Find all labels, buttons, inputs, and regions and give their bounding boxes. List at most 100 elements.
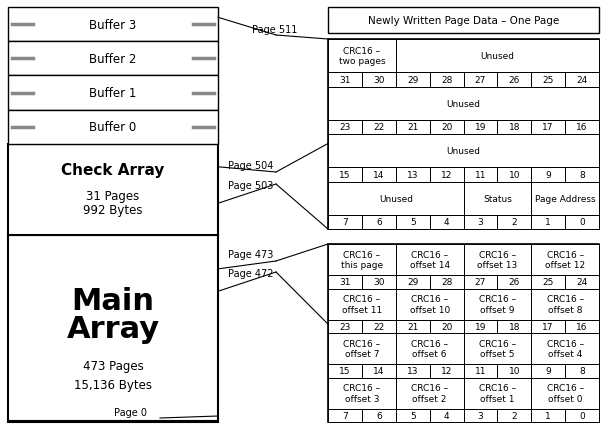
Bar bbox=[362, 364, 396, 378]
Text: 8: 8 bbox=[579, 366, 585, 375]
Bar bbox=[328, 73, 362, 87]
Bar bbox=[328, 289, 396, 320]
Text: CRC16 –
offset 0: CRC16 – offset 0 bbox=[546, 384, 584, 403]
Bar bbox=[531, 378, 599, 408]
Text: 1: 1 bbox=[545, 411, 551, 420]
Bar bbox=[464, 182, 531, 215]
Text: Buffer 0: Buffer 0 bbox=[89, 121, 137, 134]
Text: 27: 27 bbox=[475, 278, 486, 287]
Bar bbox=[497, 120, 531, 135]
Bar bbox=[8, 111, 218, 144]
Bar bbox=[497, 73, 531, 87]
Bar bbox=[531, 276, 565, 289]
Bar bbox=[396, 40, 599, 73]
Text: 6: 6 bbox=[376, 218, 382, 227]
Text: 2: 2 bbox=[512, 218, 517, 227]
Text: 12: 12 bbox=[441, 170, 452, 179]
Text: 992 Bytes: 992 Bytes bbox=[83, 204, 143, 217]
Bar bbox=[531, 120, 565, 135]
Text: 25: 25 bbox=[543, 278, 554, 287]
Text: CRC16 –
two pages: CRC16 – two pages bbox=[339, 47, 385, 66]
Text: 3: 3 bbox=[478, 218, 483, 227]
Bar bbox=[497, 320, 531, 333]
Text: Page Address: Page Address bbox=[535, 194, 595, 203]
Bar bbox=[328, 244, 396, 276]
Text: 11: 11 bbox=[475, 170, 486, 179]
Bar bbox=[328, 87, 599, 120]
Text: CRC16 –
offset 12: CRC16 – offset 12 bbox=[545, 250, 585, 270]
Text: CRC16 –
offset 10: CRC16 – offset 10 bbox=[410, 295, 450, 314]
Bar bbox=[464, 120, 497, 135]
Bar bbox=[464, 364, 497, 378]
Text: 14: 14 bbox=[373, 366, 384, 375]
Text: 19: 19 bbox=[475, 322, 486, 331]
Text: CRC16 –
offset 5: CRC16 – offset 5 bbox=[479, 339, 516, 359]
Text: Unused: Unused bbox=[379, 194, 413, 203]
Bar bbox=[362, 73, 396, 87]
Text: 20: 20 bbox=[441, 123, 452, 132]
Text: Unused: Unused bbox=[447, 147, 481, 156]
Bar bbox=[430, 73, 464, 87]
Text: Array: Array bbox=[66, 314, 160, 343]
Text: 29: 29 bbox=[407, 278, 418, 287]
Text: 18: 18 bbox=[509, 322, 520, 331]
Bar bbox=[464, 215, 497, 230]
Bar bbox=[464, 276, 497, 289]
Text: CRC16 –
offset 8: CRC16 – offset 8 bbox=[546, 295, 584, 314]
Bar bbox=[565, 408, 599, 422]
Bar bbox=[430, 408, 464, 422]
Bar bbox=[531, 168, 565, 182]
Bar bbox=[8, 236, 218, 422]
Bar bbox=[531, 289, 599, 320]
Text: 24: 24 bbox=[577, 76, 588, 85]
Text: 22: 22 bbox=[373, 322, 384, 331]
Bar bbox=[497, 364, 531, 378]
Bar bbox=[328, 378, 396, 408]
Text: 4: 4 bbox=[444, 411, 449, 420]
Bar bbox=[430, 120, 464, 135]
Text: CRC16 –
offset 1: CRC16 – offset 1 bbox=[479, 384, 516, 403]
Text: Unused: Unused bbox=[480, 52, 514, 61]
Bar bbox=[362, 215, 396, 230]
Text: Check Array: Check Array bbox=[61, 163, 164, 178]
Bar bbox=[328, 120, 362, 135]
Bar bbox=[328, 320, 362, 333]
Bar bbox=[464, 378, 531, 408]
Text: CRC16 –
offset 7: CRC16 – offset 7 bbox=[344, 339, 381, 359]
Text: 23: 23 bbox=[339, 123, 351, 132]
Text: 26: 26 bbox=[509, 278, 520, 287]
Bar bbox=[565, 168, 599, 182]
Text: 3: 3 bbox=[478, 411, 483, 420]
Bar bbox=[362, 320, 396, 333]
Bar bbox=[396, 289, 464, 320]
Text: 5: 5 bbox=[410, 218, 416, 227]
Bar bbox=[565, 120, 599, 135]
Bar bbox=[464, 408, 497, 422]
Bar bbox=[8, 8, 218, 42]
Text: Page 472: Page 472 bbox=[228, 268, 274, 278]
Text: 26: 26 bbox=[509, 76, 520, 85]
Text: 4: 4 bbox=[444, 218, 449, 227]
Text: 9: 9 bbox=[545, 170, 551, 179]
Bar bbox=[430, 364, 464, 378]
Bar bbox=[328, 244, 599, 422]
Bar bbox=[497, 215, 531, 230]
Bar bbox=[328, 364, 362, 378]
Bar bbox=[464, 73, 497, 87]
Bar bbox=[565, 73, 599, 87]
Bar bbox=[430, 215, 464, 230]
Bar bbox=[464, 289, 531, 320]
Bar bbox=[396, 168, 430, 182]
Text: 16: 16 bbox=[576, 123, 588, 132]
Text: Buffer 1: Buffer 1 bbox=[89, 87, 137, 100]
Text: Main: Main bbox=[72, 286, 155, 315]
Bar bbox=[328, 168, 362, 182]
Text: 5: 5 bbox=[410, 411, 416, 420]
Bar bbox=[396, 215, 430, 230]
Bar bbox=[464, 333, 531, 364]
Bar bbox=[328, 408, 362, 422]
Text: 10: 10 bbox=[509, 366, 520, 375]
Bar bbox=[328, 215, 362, 230]
Text: CRC16 –
offset 3: CRC16 – offset 3 bbox=[344, 384, 381, 403]
Text: CRC16 –
offset 13: CRC16 – offset 13 bbox=[477, 250, 518, 270]
